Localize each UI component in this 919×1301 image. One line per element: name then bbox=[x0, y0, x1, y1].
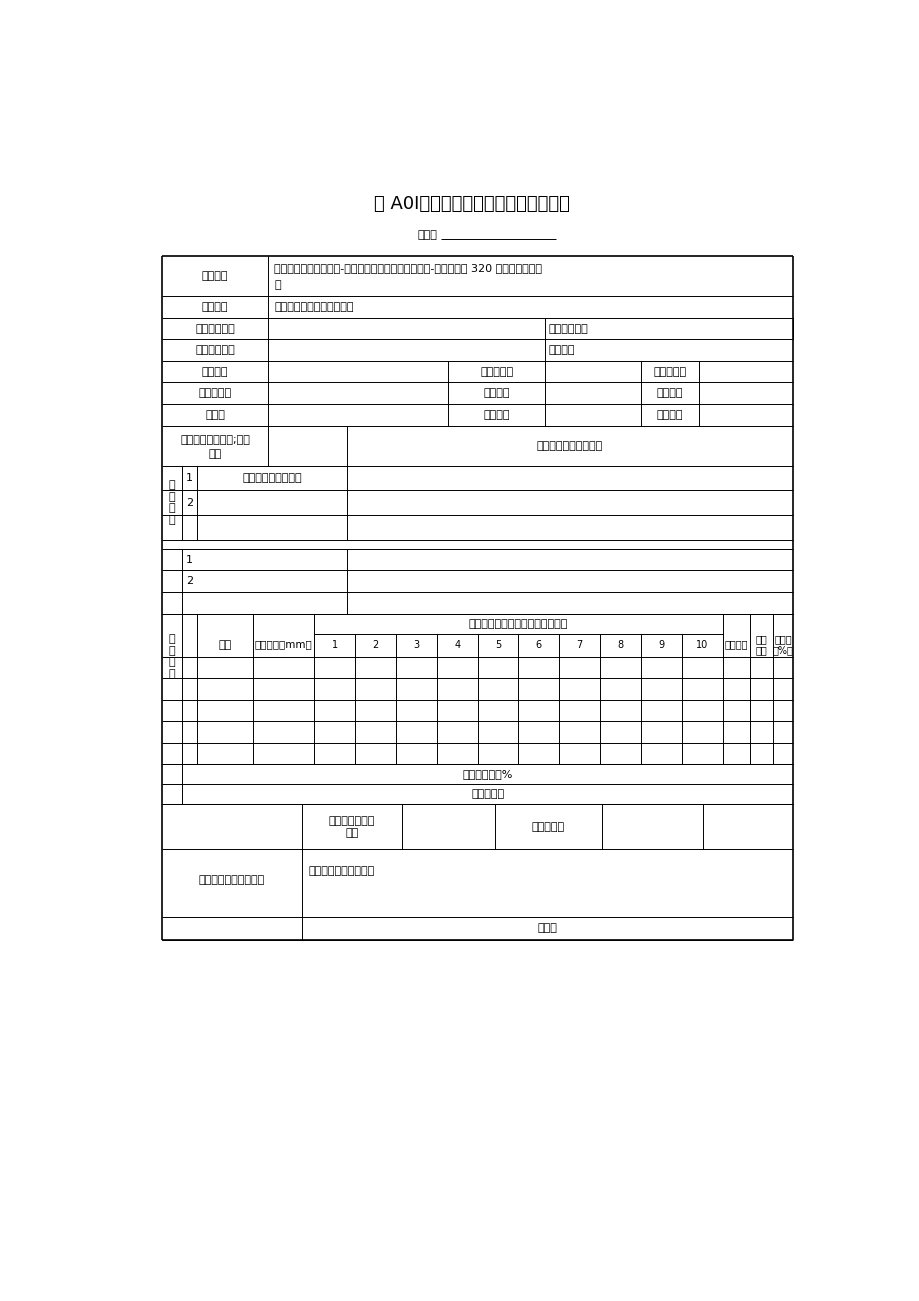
Text: 一
般
项
目: 一 般 项 目 bbox=[168, 634, 176, 679]
Text: 专业工长（施工
员）: 专业工长（施工 员） bbox=[329, 816, 375, 838]
Text: 质量检验员: 质量检验员 bbox=[199, 388, 232, 398]
Text: 7: 7 bbox=[576, 640, 582, 650]
Text: 1: 1 bbox=[332, 640, 337, 650]
Text: 施工单位检查评定结果: 施工单位检查评定结果 bbox=[199, 874, 265, 885]
Text: 检验结论：: 检验结论： bbox=[471, 790, 504, 799]
Text: 应测点数: 应测点数 bbox=[724, 640, 747, 649]
Text: 2: 2 bbox=[372, 640, 379, 650]
Text: 前号: 前号 bbox=[209, 449, 221, 459]
Text: 8: 8 bbox=[617, 640, 623, 650]
Text: 1: 1 bbox=[186, 474, 193, 483]
Text: 质量验收规范的规定: 质量验收规范的规定 bbox=[242, 474, 301, 483]
Text: 施工班组长: 施工班组长 bbox=[531, 822, 564, 831]
Text: 合格率
（%）: 合格率 （%） bbox=[772, 634, 793, 656]
Text: 检验日期: 检验日期 bbox=[656, 410, 683, 420]
Text: 主
控
项
目: 主 控 项 目 bbox=[168, 480, 176, 526]
Text: 允许偏差（mm）: 允许偏差（mm） bbox=[255, 640, 312, 649]
Text: 2: 2 bbox=[186, 497, 193, 507]
Text: 3: 3 bbox=[413, 640, 419, 650]
Text: 合格
点数: 合格 点数 bbox=[755, 634, 766, 656]
Text: 接方班组: 接方班组 bbox=[656, 388, 683, 398]
Text: 编号：: 编号： bbox=[417, 230, 437, 239]
Text: 表 A0I检验批质量验收记录（勘误表）: 表 A0I检验批质量验收记录（勘误表） bbox=[373, 195, 569, 213]
Text: 程: 程 bbox=[274, 280, 280, 290]
Text: 分项工程名称: 分项工程名称 bbox=[195, 345, 234, 355]
Text: 9: 9 bbox=[657, 640, 664, 650]
Text: 平均合格率：%: 平均合格率：% bbox=[462, 769, 512, 779]
Text: 5: 5 bbox=[494, 640, 501, 650]
Text: 验收部位: 验收部位 bbox=[548, 345, 574, 355]
Text: 6: 6 bbox=[535, 640, 541, 650]
Text: 工程名称: 工程名称 bbox=[201, 271, 228, 281]
Text: 10: 10 bbox=[696, 640, 708, 650]
Text: 施工三名现行标准;及编: 施工三名现行标准;及编 bbox=[180, 435, 250, 445]
Text: 单位工程名称: 单位工程名称 bbox=[195, 324, 234, 333]
Text: 制表人: 制表人 bbox=[205, 410, 225, 420]
Text: 高密市振兴街（古城路-夷安大道）和青年路（振兴街-人民大街南 320 米）沥青罩面工: 高密市振兴街（古城路-夷安大道）和青年路（振兴街-人民大街南 320 米）沥青罩… bbox=[274, 263, 542, 273]
Text: 年月日: 年月日 bbox=[538, 924, 557, 933]
Text: 1: 1 bbox=[186, 554, 193, 565]
Text: 技术负责人: 技术负责人 bbox=[480, 367, 513, 377]
Text: 2: 2 bbox=[186, 576, 193, 587]
Text: 施工单位: 施工单位 bbox=[201, 302, 228, 312]
Text: 项目经理: 项目经理 bbox=[201, 367, 228, 377]
Text: 分部工程名称: 分部工程名称 bbox=[548, 324, 587, 333]
Text: 项目: 项目 bbox=[218, 640, 232, 649]
Text: 山东畅通路桥股份有限公司: 山东畅通路桥股份有限公司 bbox=[274, 302, 354, 312]
Text: 4: 4 bbox=[454, 640, 460, 650]
Text: 交方班组: 交方班组 bbox=[483, 388, 510, 398]
Text: 项目专业质量检查员：: 项目专业质量检查员： bbox=[308, 865, 374, 876]
Text: 施工单位检查评定记录: 施工单位检查评定记录 bbox=[537, 441, 603, 450]
Text: 施工负责人: 施工负责人 bbox=[652, 367, 686, 377]
Text: 工程数量: 工程数量 bbox=[483, 410, 510, 420]
Text: 检查结果、实测点偏差值或实测值: 检查结果、实测点偏差值或实测值 bbox=[469, 619, 568, 628]
